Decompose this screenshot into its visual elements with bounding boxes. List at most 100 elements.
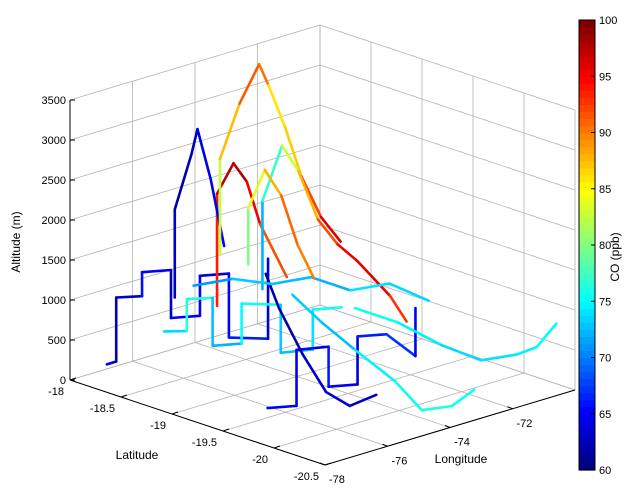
track-segment (277, 307, 304, 356)
track-segment (439, 343, 483, 362)
track-segment (388, 282, 430, 303)
lat-axis-label: Latitude (116, 448, 159, 462)
colorbar-cell (579, 322, 595, 330)
grid-line (257, 323, 513, 410)
track-segment (336, 243, 359, 263)
track-segment (388, 294, 408, 323)
lat-tick (273, 445, 281, 449)
track-segment (319, 215, 342, 243)
track-segment (280, 144, 300, 173)
colorbar-cell (579, 266, 595, 274)
track-segment (393, 379, 424, 412)
track-segment (105, 360, 118, 366)
colorbar-label: CO (ppb) (608, 232, 622, 281)
track-segment (266, 404, 298, 410)
flight-track (192, 275, 430, 303)
z-tick-label: 1000 (42, 295, 66, 307)
colorbar-cell (579, 34, 595, 42)
colorbar-cell (579, 69, 595, 77)
colorbar-cell (579, 111, 595, 120)
track-segment (263, 168, 283, 197)
colorbar-cell (579, 413, 595, 422)
track-segment (245, 180, 262, 226)
colorbar-cell (579, 97, 595, 105)
track-segment (209, 178, 226, 248)
track-segment (291, 293, 324, 325)
colorbar-tick-label: 90 (599, 128, 611, 140)
colorbar-cell (579, 364, 595, 373)
colorbar-cell (579, 139, 595, 148)
colorbar-cell (579, 385, 595, 394)
colorbar-cell (579, 294, 595, 302)
track-segment (238, 62, 261, 105)
lat-tick-label: -20 (252, 454, 268, 466)
track-segment (348, 393, 378, 408)
grid-line (319, 184, 576, 271)
flight-track (173, 127, 226, 299)
flight-track (353, 306, 558, 362)
lon-tick (444, 425, 451, 428)
track-segment (327, 383, 359, 389)
colorbar-cell (579, 125, 595, 134)
track-segment (296, 243, 316, 280)
lon-tick-label: -76 (392, 455, 408, 467)
track-segment (189, 127, 199, 157)
colorbar-cell (579, 273, 595, 281)
track-segment (353, 348, 397, 383)
grid-line (319, 144, 576, 231)
colorbar-cell (579, 230, 595, 239)
track-segment (198, 272, 231, 278)
colorbar: 60 65 70 75 80 85 90 95 100 (578, 15, 617, 477)
colorbar-cell (579, 153, 595, 162)
colorbar-cell (579, 252, 595, 260)
colorbar-cell (579, 41, 595, 49)
colorbar-tick-label: 70 (599, 353, 611, 365)
track-segment (420, 404, 453, 412)
flight-track (162, 296, 344, 355)
lat-tick (222, 428, 230, 432)
colorbar-cell (579, 357, 595, 366)
lat-tick-label: -19 (150, 420, 166, 432)
colorbar-cell (579, 420, 595, 429)
colorbar-cell (579, 329, 595, 338)
lon-tick (507, 406, 513, 410)
track-segment (192, 277, 235, 287)
flight-tracks (105, 62, 558, 412)
track-segment (309, 275, 352, 292)
colorbar-cell (579, 406, 595, 415)
track-segment (211, 342, 243, 348)
colorbar-cell (579, 160, 595, 169)
colorbar-cell (579, 378, 595, 387)
lat-tick (120, 394, 128, 398)
track-segment (450, 388, 476, 408)
grid-line (319, 264, 576, 351)
lat-tick (171, 411, 179, 415)
colorbar-cell (579, 399, 595, 408)
colorbar-cell (579, 167, 595, 176)
lon-tick (319, 462, 326, 466)
axis-grid (69, 24, 576, 466)
z-tick-label: 0 (60, 375, 66, 387)
colorbar-cell (579, 174, 595, 183)
colorbar-cell (579, 76, 595, 84)
track-segment (348, 282, 391, 292)
track-segment (231, 277, 274, 286)
lat-tick-label: -18 (48, 386, 64, 398)
track-segment (227, 336, 270, 341)
colorbar-cell (579, 216, 595, 225)
colorbar-cell (579, 350, 595, 359)
colorbar-cell (579, 308, 595, 316)
z-tick-label: 2000 (42, 215, 66, 227)
track-segment (218, 102, 241, 161)
grid-line (319, 24, 576, 111)
lon-axis-label: Longitude (435, 452, 488, 466)
lon-tick-label: -78 (329, 474, 345, 486)
colorbar-cell (579, 132, 595, 141)
colorbar-cell (579, 188, 595, 197)
colorbar-cell (579, 181, 595, 190)
track-segment (185, 296, 214, 301)
z-tick-label: 3500 (42, 95, 66, 107)
z-tick-label: 500 (48, 335, 66, 347)
lat-tick (324, 462, 332, 466)
